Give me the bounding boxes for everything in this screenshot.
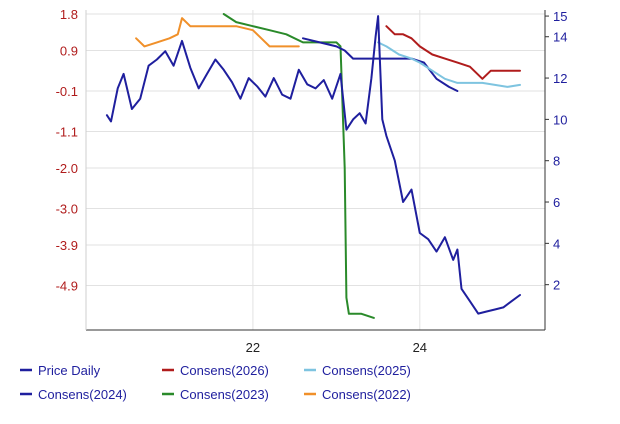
series-line-consens-2022 — [135, 17, 300, 48]
series-line-consens-2024 — [302, 37, 459, 92]
series-line-consens-2023 — [222, 13, 375, 319]
left-tick-label: -3.0 — [56, 201, 78, 216]
right-tick-label: 2 — [553, 278, 560, 293]
right-tick-label: 10 — [553, 112, 567, 127]
legend-label: Consens(2026) — [180, 363, 269, 378]
right-tick-label: 12 — [553, 71, 567, 86]
legend-label: Consens(2024) — [38, 387, 127, 402]
legend-label: Consens(2025) — [322, 363, 411, 378]
x-tick-label: 24 — [413, 340, 427, 355]
legend-label: Consens(2022) — [322, 387, 411, 402]
left-tick-label: -4.9 — [56, 278, 78, 293]
left-tick-label: 1.8 — [60, 7, 78, 22]
left-tick-label: -1.1 — [56, 125, 78, 140]
series-line-price-daily — [105, 15, 521, 315]
tick-labels: 1.8 0.9 -0.1 -1.1 -2.0 -3.0 -3.9 -4.9 15 14 12 10 8 6… — [56, 7, 568, 355]
legend-label: Consens(2023) — [180, 387, 269, 402]
axes — [85, 10, 549, 331]
right-tick-label: 14 — [553, 30, 567, 45]
left-tick-label: -0.1 — [56, 84, 78, 99]
right-tick-label: 6 — [553, 195, 560, 210]
series-group — [105, 13, 521, 319]
right-tick-label: 8 — [553, 154, 560, 169]
legend: Price Daily Consens(2026) Consens(2025) Con… — [20, 363, 411, 402]
left-tick-label: -2.0 — [56, 161, 78, 176]
x-tick-label: 22 — [246, 340, 260, 355]
right-tick-label: 4 — [553, 236, 560, 251]
right-tick-label: 15 — [553, 9, 567, 24]
left-tick-label: -3.9 — [56, 238, 78, 253]
left-tick-label: 0.9 — [60, 43, 78, 58]
series-line-consens-2025 — [377, 41, 521, 88]
grid — [86, 10, 545, 330]
series-line-consens-2026 — [385, 25, 521, 80]
plot-area — [86, 10, 545, 330]
legend-label: Price Daily — [38, 363, 101, 378]
